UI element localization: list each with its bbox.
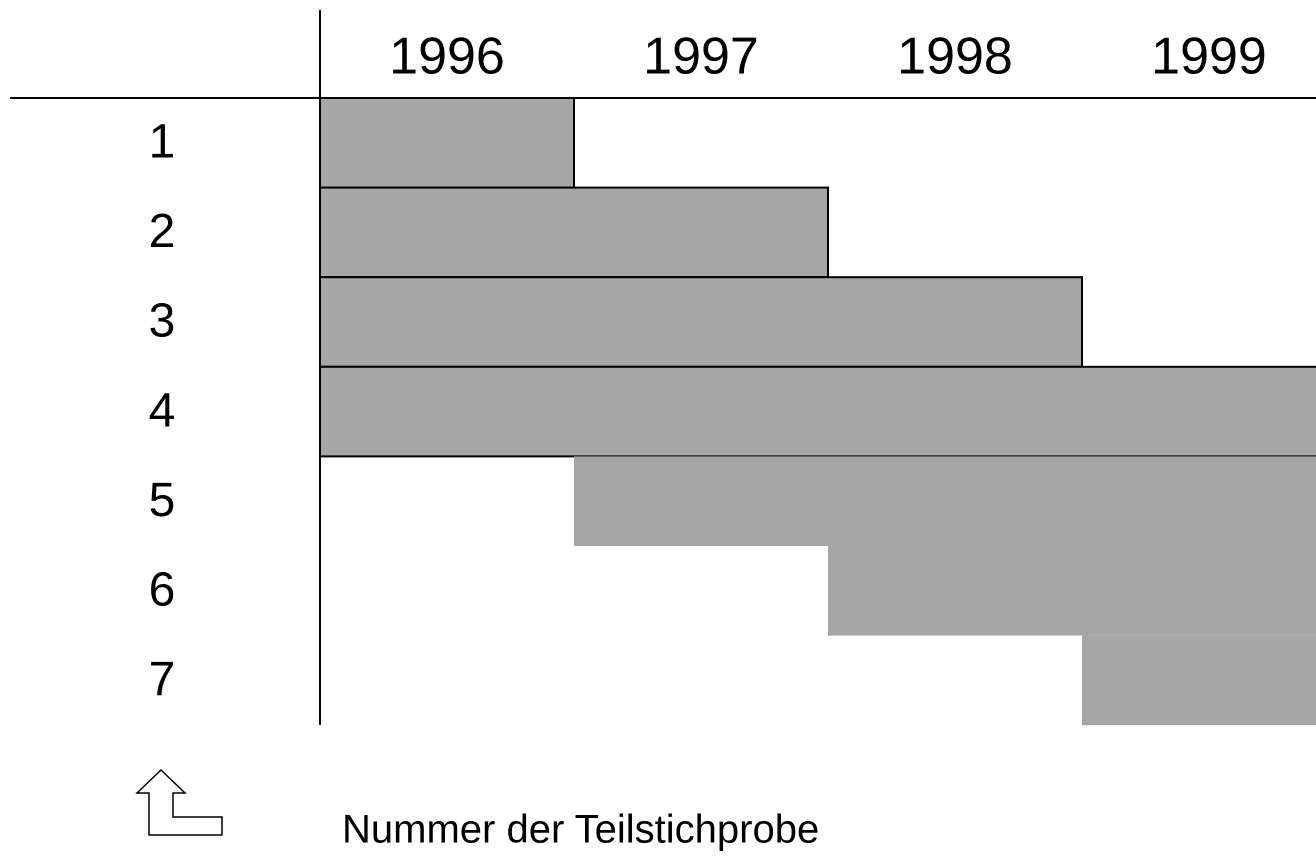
column-label: 1999	[1151, 28, 1267, 86]
span-bar	[1082, 635, 1316, 726]
row-label: 1	[149, 115, 176, 168]
span-bar	[319, 186, 829, 279]
span-bar	[574, 456, 1316, 546]
column-label: 1996	[389, 28, 505, 86]
row-label: 7	[149, 653, 176, 706]
arrow-icon	[135, 768, 223, 836]
marks	[319, 97, 1316, 726]
row-label: 2	[149, 205, 176, 258]
span-bar	[319, 276, 1083, 368]
column-label: 1997	[643, 28, 759, 86]
row-label: 3	[149, 295, 176, 348]
span-bar	[319, 365, 1316, 458]
row-label: 6	[149, 563, 176, 616]
column-label: 1998	[897, 28, 1013, 86]
row-label: 5	[149, 474, 176, 527]
row-label: 4	[149, 384, 176, 437]
span-bar	[319, 97, 575, 189]
caption: Nummer der Teilstichprobe	[342, 808, 819, 852]
span-bar	[828, 546, 1316, 636]
